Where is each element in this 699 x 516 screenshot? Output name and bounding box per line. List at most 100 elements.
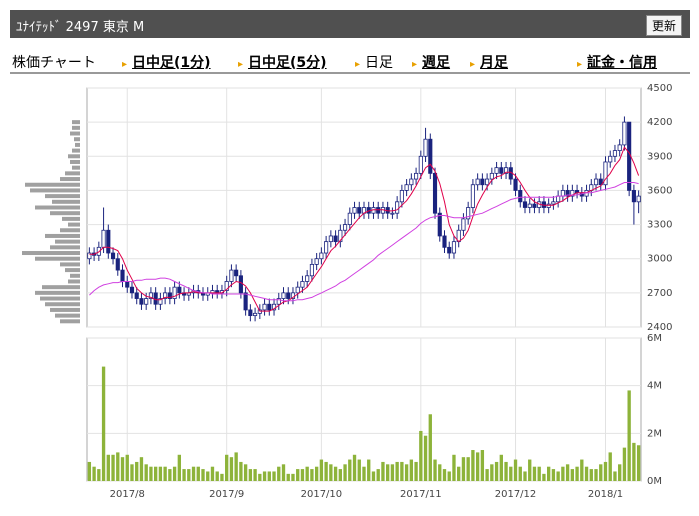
volume-panel bbox=[86, 337, 642, 482]
volume-bar bbox=[281, 464, 286, 481]
price-volume-bar bbox=[35, 205, 80, 210]
price-volume-bar bbox=[50, 307, 80, 312]
volume-bar bbox=[300, 469, 305, 481]
volume-bar bbox=[92, 466, 96, 481]
candle-body bbox=[489, 172, 494, 180]
candle-body bbox=[603, 161, 608, 186]
volume-bar bbox=[480, 450, 485, 481]
candle-body bbox=[556, 195, 561, 203]
candle-body bbox=[466, 207, 471, 220]
candle-body bbox=[518, 190, 523, 203]
candle-body bbox=[248, 309, 253, 317]
candle-body bbox=[101, 229, 106, 248]
price-volume-bar bbox=[70, 273, 80, 278]
candle-body bbox=[342, 224, 348, 231]
volume-bar bbox=[210, 466, 215, 481]
price-volume-bar bbox=[62, 216, 80, 221]
price-volume-bar bbox=[35, 256, 80, 261]
candle-body bbox=[461, 218, 466, 231]
candle-body bbox=[120, 269, 125, 282]
candle-body bbox=[106, 229, 111, 254]
candle-body bbox=[328, 235, 333, 243]
volume-bar bbox=[139, 457, 144, 481]
volume-bar bbox=[537, 466, 541, 481]
candle-body bbox=[428, 138, 433, 174]
price-volume-bar bbox=[70, 159, 80, 164]
candle-body bbox=[314, 258, 319, 265]
candle-body bbox=[532, 203, 537, 208]
price-volume-bar bbox=[72, 125, 80, 130]
volume-bar bbox=[613, 471, 617, 481]
refresh-button[interactable]: 更新 bbox=[645, 15, 682, 36]
volume-bar bbox=[135, 461, 139, 481]
volume-bar bbox=[310, 469, 314, 481]
y-tick-label: 3000 bbox=[647, 254, 672, 265]
price-volume-bar bbox=[70, 131, 80, 136]
candle-body bbox=[617, 144, 622, 151]
candle-body bbox=[598, 178, 603, 186]
candle-body bbox=[139, 298, 144, 305]
price-volume-bar bbox=[72, 165, 80, 170]
volume-bar bbox=[599, 464, 603, 481]
tab[interactable]: 週足 bbox=[412, 52, 450, 72]
volume-bar bbox=[584, 466, 589, 481]
candle-body bbox=[286, 292, 291, 299]
volume-bar bbox=[457, 466, 461, 481]
volume-bar bbox=[627, 390, 631, 481]
volume-bar bbox=[438, 464, 442, 481]
candle-body bbox=[622, 121, 627, 146]
candle-body bbox=[229, 269, 234, 282]
candle-body bbox=[352, 207, 357, 214]
volume-bar bbox=[291, 473, 295, 481]
price-volume-bar bbox=[55, 313, 80, 318]
volume-bar bbox=[362, 466, 366, 481]
candle-body bbox=[134, 292, 139, 299]
volume-bar bbox=[106, 454, 110, 481]
volume-bar bbox=[220, 473, 224, 481]
volume-bar bbox=[447, 471, 451, 481]
price-volume-bar bbox=[42, 285, 80, 290]
tab[interactable]: 証金・信用 bbox=[577, 52, 657, 72]
y-tick-label: 2700 bbox=[647, 288, 672, 299]
candle-body bbox=[253, 312, 258, 317]
candle-body bbox=[144, 298, 149, 305]
candle-body bbox=[338, 229, 343, 243]
volume-bar bbox=[101, 366, 106, 481]
candle-body bbox=[414, 172, 419, 180]
volume-bar bbox=[187, 469, 191, 481]
volume-bar bbox=[390, 464, 395, 481]
volume-bar bbox=[452, 454, 456, 481]
volume-bar bbox=[296, 469, 300, 481]
volume-bar bbox=[314, 466, 319, 481]
candle-body bbox=[423, 138, 428, 157]
x-tick-label: 2017/12 bbox=[495, 489, 537, 500]
price-volume-bar bbox=[45, 233, 80, 238]
volume-bar bbox=[556, 471, 560, 481]
price-volume-bar bbox=[68, 279, 80, 284]
volume-bar bbox=[575, 466, 579, 481]
tab[interactable]: 月足 bbox=[470, 52, 508, 72]
candle-body bbox=[357, 207, 362, 214]
volume-bar bbox=[381, 461, 385, 481]
candle-body bbox=[442, 235, 447, 248]
candle-body bbox=[409, 178, 414, 186]
volume-tick-label: 6M bbox=[647, 333, 662, 344]
y-tick-label: 4500 bbox=[647, 83, 672, 94]
candle-body bbox=[224, 281, 229, 291]
volume-bar bbox=[433, 459, 437, 481]
candle-body bbox=[475, 178, 480, 186]
volume-bar bbox=[580, 459, 584, 481]
volume-bar bbox=[182, 469, 186, 481]
price-volume-bar bbox=[52, 199, 80, 204]
price-volume-bar bbox=[60, 319, 80, 324]
candle-body bbox=[593, 178, 599, 186]
candle-body bbox=[148, 292, 153, 299]
volume-bar bbox=[386, 464, 390, 481]
candle-body bbox=[234, 269, 239, 277]
candle-body bbox=[309, 264, 314, 277]
tab[interactable]: 日中足(5分) bbox=[238, 52, 327, 72]
tab[interactable]: 日中足(1分) bbox=[122, 52, 211, 72]
volume-bar bbox=[168, 469, 172, 481]
candle-body bbox=[570, 190, 575, 197]
